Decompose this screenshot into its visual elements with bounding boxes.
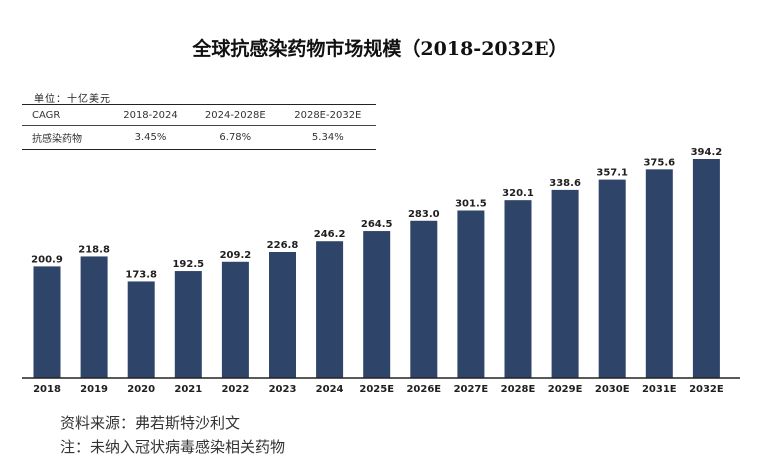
chart-title: 全球抗感染药物市场规模（2018-2032E） [192,38,568,60]
x-tick-label: 2029E [548,384,583,395]
bar [316,241,344,378]
bar [551,189,579,378]
x-tick-label: 2027E [454,384,489,395]
data-label: 357.1 [596,168,628,179]
bar [457,210,485,378]
x-tick-label: 2026E [406,384,441,395]
unit-label: 单位：十亿美元 [34,94,111,105]
bar [504,200,532,378]
x-tick-label: 2024 [316,384,344,395]
data-label: 200.9 [31,254,63,265]
bar [598,179,626,378]
cagr-header-cell: 2028E-2032E [279,104,376,126]
x-tick-label: 2021 [174,384,202,395]
exclusion-note: 注：未纳入冠状病毒感染相关药物 [60,438,286,456]
bar [410,220,438,378]
bar [363,231,391,378]
cagr-table-row: 抗感染药物 3.45% 6.78% 5.34% [22,125,376,150]
bar [692,159,720,378]
bar [174,271,202,378]
x-tick-label: 2030E [595,384,630,395]
data-label: 209.2 [220,250,252,261]
x-tick-label: 2019 [80,384,108,395]
data-label: 226.8 [267,240,299,251]
data-label: 320.1 [502,188,534,199]
data-label: 375.6 [643,157,675,168]
bar [33,266,61,378]
data-label: 338.6 [549,178,581,189]
cagr-table: CAGR 2018-2024 2024-2028E 2028E-2032E 抗感… [22,104,376,150]
x-tick-label: 2032E [689,384,724,395]
bar [645,169,673,378]
cagr-header-cell: CAGR [22,104,110,126]
x-tick-label: 2023 [269,384,297,395]
x-tick-label: 2022 [221,384,249,395]
data-label: 394.2 [691,147,723,158]
data-label: 192.5 [172,259,204,270]
cagr-value-cell: 6.78% [190,125,280,150]
cagr-header-cell: 2018-2024 [110,104,191,126]
x-tick-label: 2025E [359,384,394,395]
bar [127,281,155,378]
x-tick-label: 2028E [501,384,536,395]
data-label: 283.0 [408,209,440,220]
cagr-value-cell: 3.45% [110,125,191,150]
x-tick-label: 2031E [642,384,677,395]
data-label: 173.8 [125,269,157,280]
cagr-row-label: 抗感染药物 [22,125,110,150]
source-note: 资料来源：弗若斯特沙利文 [60,414,241,432]
data-label: 218.8 [78,244,110,255]
bar [80,256,108,378]
x-tick-label: 2020 [127,384,155,395]
cagr-table-header-row: CAGR 2018-2024 2024-2028E 2028E-2032E [22,104,376,126]
data-label: 264.5 [361,219,393,230]
bar [221,261,249,378]
cagr-header-cell: 2024-2028E [190,104,280,126]
data-label: 246.2 [314,229,346,240]
data-label: 301.5 [455,199,487,210]
bar [269,252,296,378]
cagr-value-cell: 5.34% [279,125,376,150]
x-tick-label: 2018 [33,384,61,395]
